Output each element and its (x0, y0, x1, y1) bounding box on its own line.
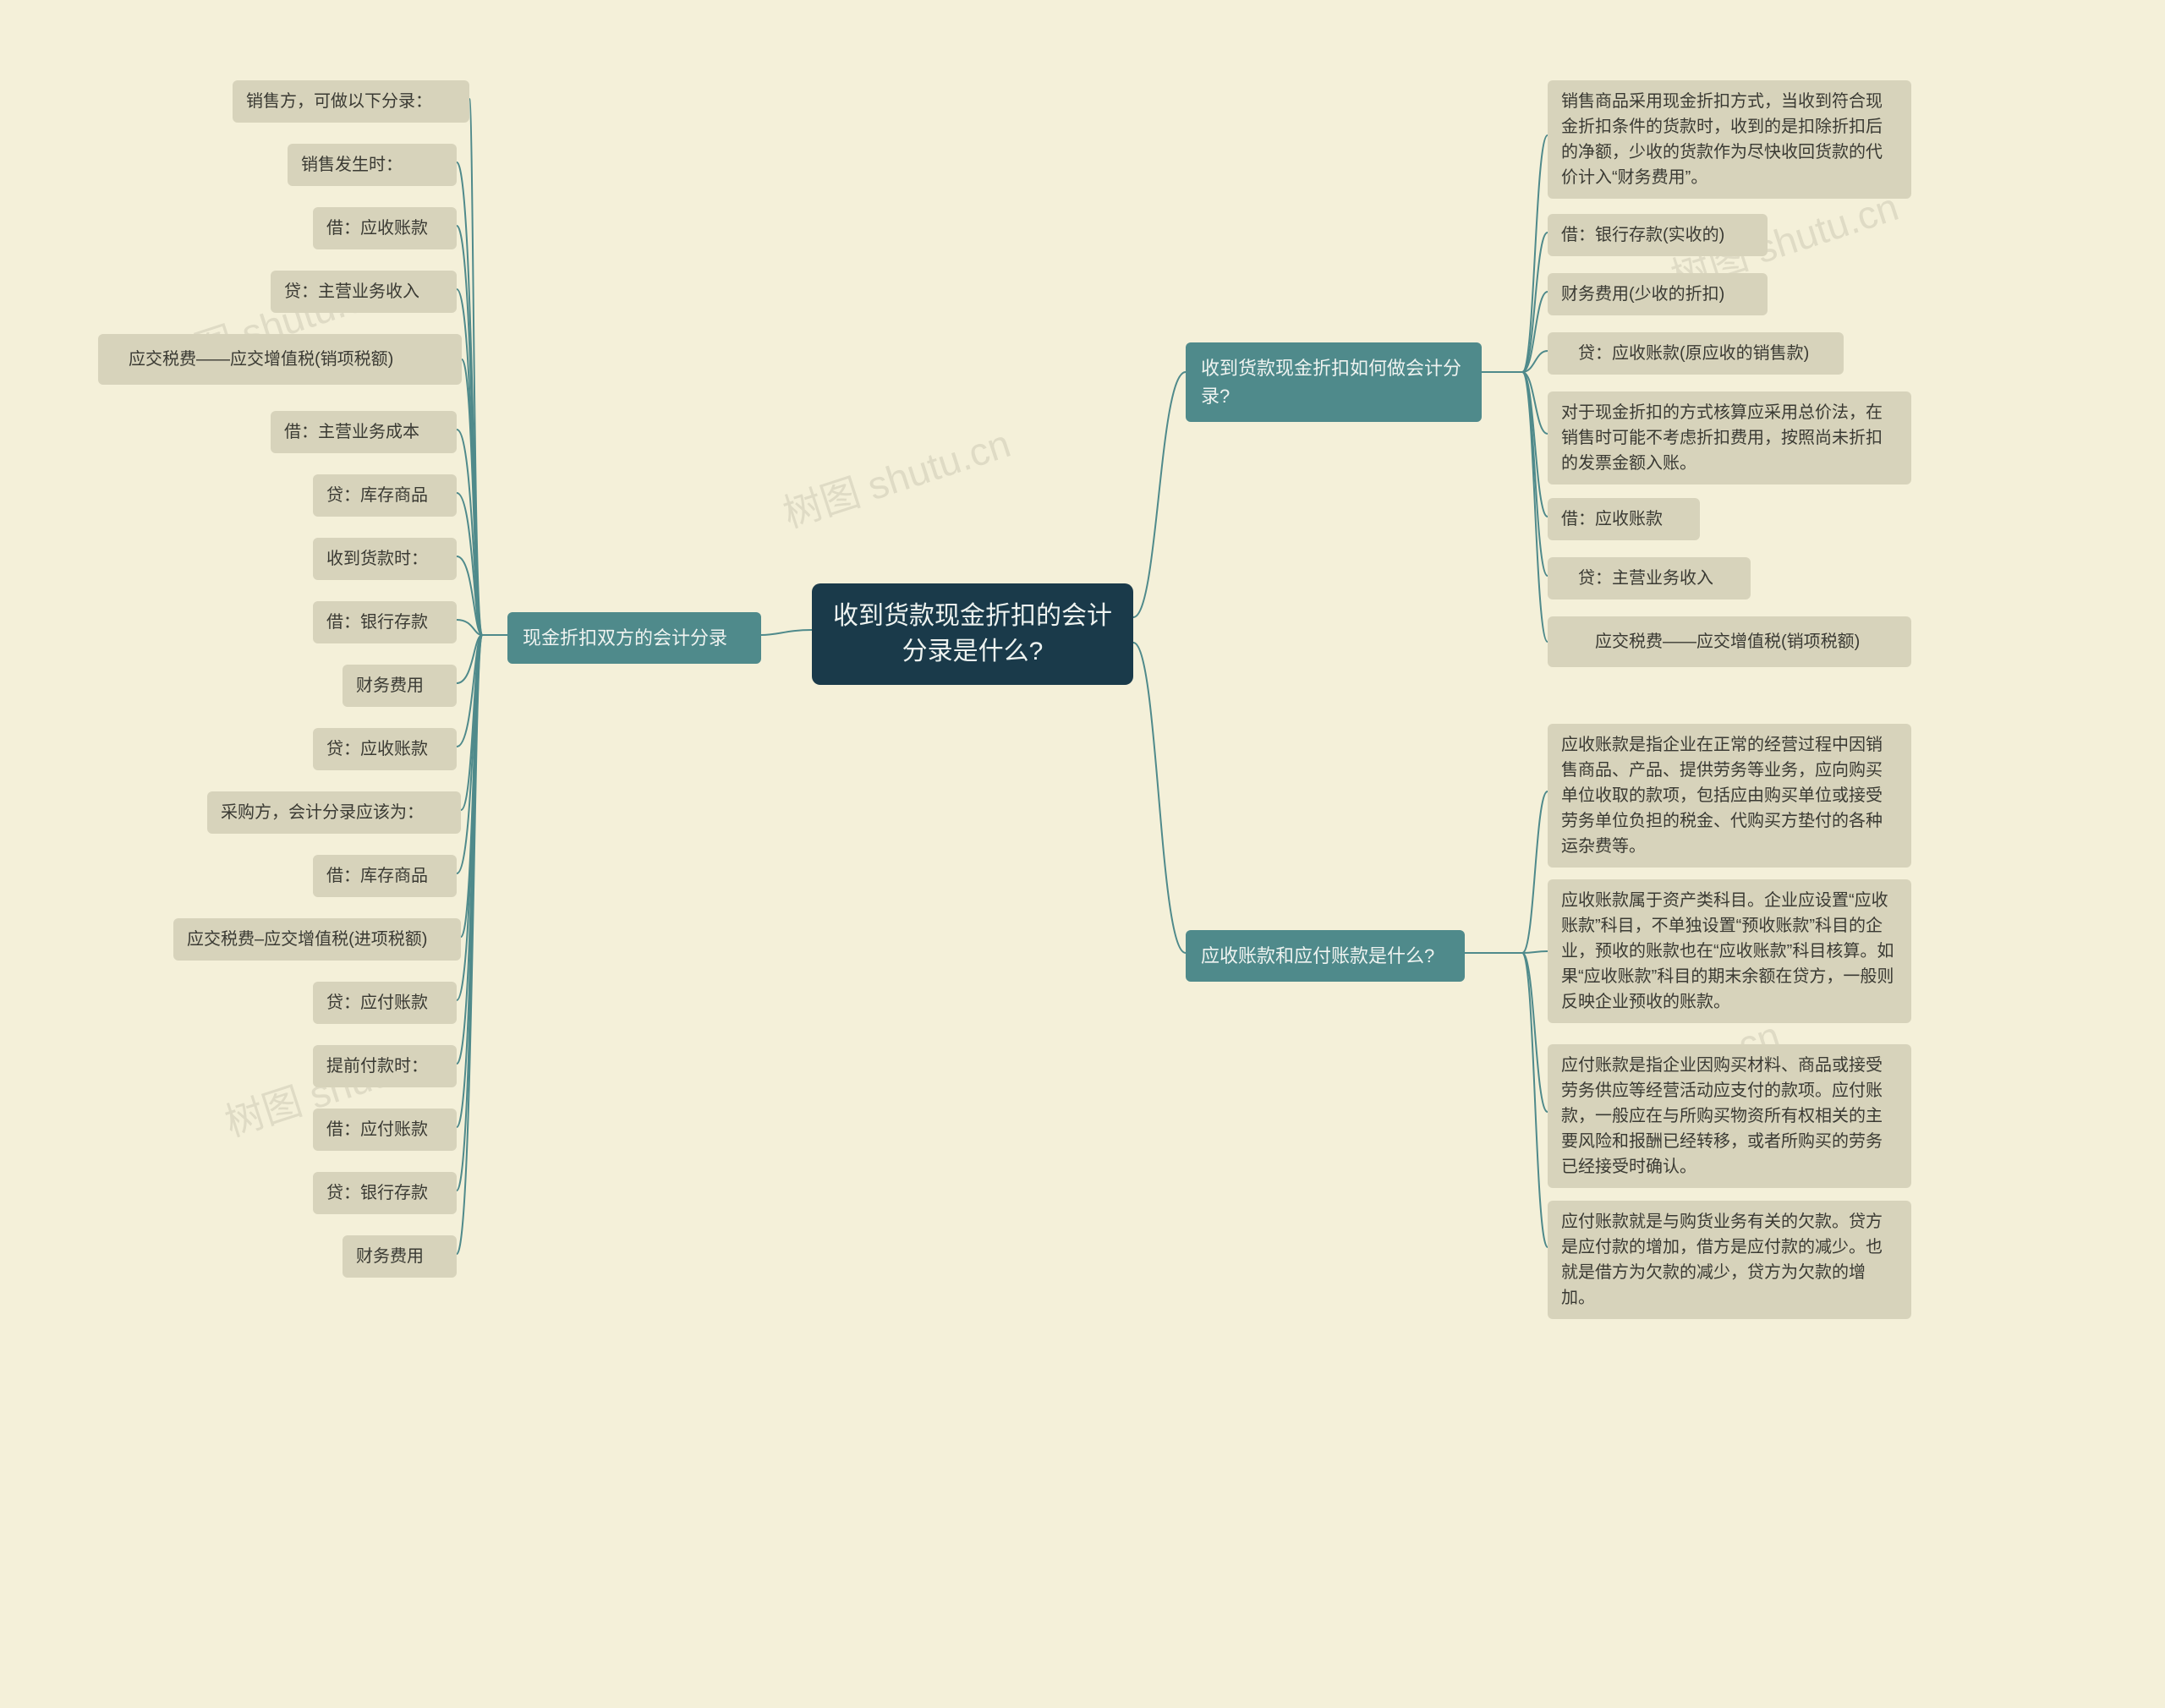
leaf-left-7[interactable]: 收到货款时： (313, 538, 457, 580)
leaf-rtop-2[interactable]: 财务费用(少收的折扣) (1548, 273, 1768, 315)
leaf-rtop-0[interactable]: 销售商品采用现金折扣方式，当收到符合现金折扣条件的货款时，收到的是扣除折扣后的净… (1548, 80, 1911, 199)
leaf-rbot-2[interactable]: 应付账款是指企业因购买材料、商品或接受劳务供应等经营活动应支付的款项。应付账款，… (1548, 1044, 1911, 1188)
leaf-left-1[interactable]: 销售发生时： (288, 144, 457, 186)
leaf-left-17[interactable]: 贷：银行存款 (313, 1172, 457, 1214)
leaf-left-10[interactable]: 贷：应收账款 (313, 728, 457, 770)
leaf-rtop-7[interactable]: 应交税费——应交增值税(销项税额) (1548, 616, 1911, 667)
leaf-rbot-1[interactable]: 应收账款属于资产类科目。企业应设置“应收账款”科目，不单独设置“预收账款”科目的… (1548, 879, 1911, 1023)
leaf-left-18[interactable]: 财务费用 (343, 1235, 457, 1278)
leaf-rtop-3[interactable]: 贷：应收账款(原应收的销售款) (1548, 332, 1844, 375)
leaf-left-5[interactable]: 借：主营业务成本 (271, 411, 457, 453)
leaf-left-0[interactable]: 销售方，可做以下分录： (233, 80, 469, 123)
leaf-rtop-6[interactable]: 贷：主营业务收入 (1548, 557, 1751, 599)
watermark: 树图 shutu.cn (776, 413, 1017, 539)
leaf-left-15[interactable]: 提前付款时： (313, 1045, 457, 1087)
leaf-left-14[interactable]: 贷：应付账款 (313, 982, 457, 1024)
leaf-left-9[interactable]: 财务费用 (343, 665, 457, 707)
leaf-left-3[interactable]: 贷：主营业务收入 (271, 271, 457, 313)
leaf-left-13[interactable]: 应交税费–应交增值税(进项税额) (173, 918, 461, 961)
leaf-left-16[interactable]: 借：应付账款 (313, 1109, 457, 1151)
mindmap-canvas: 树图 shutu.cn 树图 shutu.cn 树图 shutu.cn 树图 s… (0, 0, 2165, 1708)
leaf-left-11[interactable]: 采购方，会计分录应该为： (207, 791, 461, 834)
leaf-rtop-1[interactable]: 借：银行存款(实收的) (1548, 214, 1768, 256)
leaf-left-12[interactable]: 借：库存商品 (313, 855, 457, 897)
leaf-rbot-3[interactable]: 应付账款就是与购货业务有关的欠款。贷方是应付款的增加，借方是应付款的减少。也就是… (1548, 1201, 1911, 1319)
leaf-rtop-5[interactable]: 借：应收账款 (1548, 498, 1700, 540)
branch-right-bottom[interactable]: 应收账款和应付账款是什么? (1186, 930, 1465, 982)
leaf-rtop-4[interactable]: 对于现金折扣的方式核算应采用总价法，在销售时可能不考虑折扣费用，按照尚未折扣的发… (1548, 391, 1911, 484)
branch-left[interactable]: 现金折扣双方的会计分录 (507, 612, 761, 664)
leaf-left-6[interactable]: 贷：库存商品 (313, 474, 457, 517)
branch-right-top[interactable]: 收到货款现金折扣如何做会计分录? (1186, 342, 1482, 422)
leaf-left-2[interactable]: 借：应收账款 (313, 207, 457, 249)
leaf-rbot-0[interactable]: 应收账款是指企业在正常的经营过程中因销售商品、产品、提供劳务等业务，应向购买单位… (1548, 724, 1911, 868)
root-node[interactable]: 收到货款现金折扣的会计分录是什么? (812, 583, 1133, 685)
leaf-left-8[interactable]: 借：银行存款 (313, 601, 457, 643)
leaf-left-4[interactable]: 应交税费——应交增值税(销项税额) (98, 334, 462, 385)
